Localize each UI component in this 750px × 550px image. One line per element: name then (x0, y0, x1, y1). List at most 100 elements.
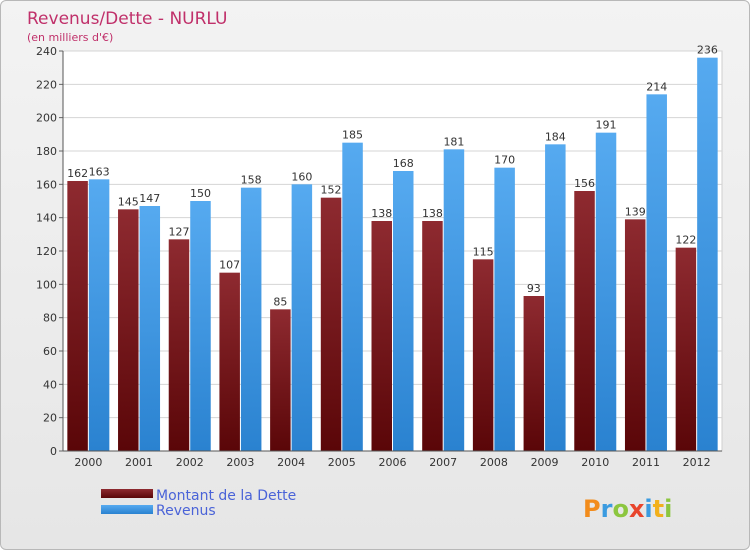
y-tick-label: 120 (36, 245, 57, 258)
bar-debt-2001 (118, 209, 139, 451)
x-tick-label: 2004 (277, 456, 305, 469)
x-tick-label: 2007 (429, 456, 457, 469)
x-tick-label: 2000 (74, 456, 102, 469)
bar-revenus-2002 (190, 201, 211, 451)
bar-revenus-2001 (139, 206, 161, 451)
data-label-debt-2004: 85 (273, 295, 287, 308)
proxiti-logo: Proxiti (583, 495, 672, 523)
logo-letter: x (629, 495, 645, 523)
bar-debt-2003 (219, 272, 240, 451)
bar-debt-2000 (67, 181, 88, 451)
y-tick-label: 140 (36, 212, 57, 225)
data-labels: 162 163 145 147 127 150 107 158 85 160 152 185 138 16… (67, 44, 718, 309)
y-tick-label: 220 (36, 78, 57, 91)
data-label-revenus-2010: 191 (596, 119, 617, 132)
data-label-debt-2010: 156 (574, 177, 595, 190)
bar-revenus-2010 (595, 132, 617, 451)
bar-debt-2006 (371, 221, 392, 451)
logo-letter: r (601, 495, 613, 523)
x-tick-label: 2005 (328, 456, 356, 469)
bar-revenus-2009 (545, 144, 566, 452)
bar-revenus-2011 (646, 94, 667, 451)
bar-revenus-2006 (393, 171, 414, 451)
bar-revenus-2012 (697, 57, 718, 452)
data-label-revenus-2011: 214 (646, 80, 667, 93)
y-tick-label: 100 (36, 278, 57, 291)
x-tick-label: 2011 (632, 456, 660, 469)
y-tick-label: 80 (43, 312, 57, 325)
logo-letter: o (612, 495, 629, 523)
data-label-debt-2005: 152 (321, 184, 342, 197)
bar-debt-2010 (574, 191, 595, 451)
data-label-debt-2006: 138 (371, 207, 392, 220)
data-label-debt-2008: 115 (473, 245, 494, 258)
y-tick-label: 60 (43, 345, 57, 358)
x-axis: 2000 2001 2002 2003 2004 2005 2006 2007 2008 2009… (63, 450, 722, 469)
data-label-debt-2011: 139 (625, 205, 646, 218)
bar-revenus-2004 (291, 184, 313, 452)
logo-letter: i (664, 495, 672, 523)
legend-label-revenus: Revenus (156, 503, 216, 519)
data-label-revenus-2004: 160 (291, 170, 312, 183)
chart-title: Revenus/Dette - NURLU (27, 9, 227, 29)
legend: Montant de la Dette Revenus (101, 488, 296, 519)
data-label-debt-2007: 138 (422, 207, 443, 220)
data-label-revenus-2003: 158 (241, 174, 262, 187)
bar-revenus-2000 (88, 179, 110, 452)
bar-revenus-2007 (443, 149, 465, 452)
data-label-revenus-2001: 147 (139, 192, 160, 205)
y-tick-label: 20 (43, 412, 57, 425)
bar-debt-2007 (422, 221, 443, 451)
data-label-debt-2000: 162 (67, 167, 88, 180)
logo-wordmark: Proxiti (583, 495, 672, 523)
x-tick-label: 2001 (125, 456, 153, 469)
data-label-revenus-2006: 168 (393, 157, 414, 170)
bar-debt-2009 (523, 296, 545, 451)
y-tick-label: 240 (36, 45, 57, 58)
data-label-revenus-2012: 236 (697, 44, 718, 57)
bar-debt-2008 (472, 259, 494, 451)
data-label-revenus-2009: 184 (545, 130, 566, 143)
data-label-revenus-2008: 170 (494, 154, 515, 167)
data-label-revenus-2002: 150 (190, 187, 211, 200)
bars (67, 57, 718, 452)
bar-debt-2004 (270, 309, 291, 451)
data-label-revenus-2007: 181 (443, 135, 464, 148)
data-label-debt-2002: 127 (168, 225, 189, 238)
x-tick-label: 2006 (379, 456, 407, 469)
logo-letter: t (653, 495, 664, 523)
data-label-revenus-2000: 163 (89, 165, 110, 178)
bar-revenus-2008 (494, 167, 515, 451)
bar-debt-2012 (675, 247, 697, 451)
y-tick-label: 180 (36, 145, 57, 158)
bar-debt-2002 (168, 239, 190, 451)
logo-letter: i (644, 495, 652, 523)
bar-debt-2011 (624, 219, 646, 451)
x-tick-label: 2012 (683, 456, 711, 469)
chart-subtitle: (en milliers d'€) (27, 31, 113, 44)
data-label-debt-2003: 107 (219, 259, 240, 272)
y-tick-label: 160 (36, 178, 57, 191)
y-tick-label: 0 (50, 445, 57, 458)
legend-label-debt: Montant de la Dette (156, 488, 296, 504)
bar-revenus-2003 (240, 187, 262, 451)
x-tick-label: 2003 (226, 456, 254, 469)
bar-debt-2005 (320, 197, 342, 451)
data-label-revenus-2005: 185 (342, 129, 363, 142)
legend-swatch-revenus (101, 505, 153, 514)
y-tick-label: 200 (36, 112, 57, 125)
logo-letter: P (583, 495, 601, 523)
y-tick-label: 40 (43, 378, 57, 391)
x-tick-label: 2008 (480, 456, 508, 469)
data-label-debt-2009: 93 (527, 282, 541, 295)
x-tick-label: 2009 (531, 456, 559, 469)
x-tick-label: 2002 (176, 456, 204, 469)
data-label-debt-2001: 145 (118, 195, 139, 208)
y-axis: 0 20 40 60 80 100 120 140 160 180 200 220 240 (36, 45, 64, 458)
legend-swatch-debt (101, 489, 153, 498)
bar-revenus-2005 (342, 142, 363, 451)
x-tick-label: 2010 (581, 456, 609, 469)
data-label-debt-2012: 122 (675, 234, 696, 247)
